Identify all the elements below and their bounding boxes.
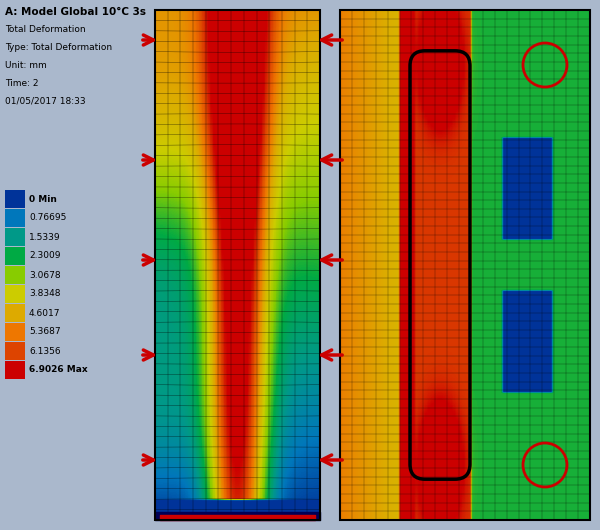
- Bar: [5, 304, 25, 322]
- Text: Type: Total Deformation: Type: Total Deformation: [5, 43, 112, 52]
- Text: Total Deformation: Total Deformation: [5, 25, 86, 34]
- Text: 5.3687: 5.3687: [29, 328, 61, 337]
- Text: Time: 2: Time: 2: [5, 79, 38, 88]
- Text: A: Model Global 10°C 3s: A: Model Global 10°C 3s: [5, 7, 146, 17]
- Bar: [5, 323, 25, 341]
- Bar: [5, 266, 25, 284]
- Bar: [5, 190, 25, 208]
- Text: 0.76695: 0.76695: [29, 214, 67, 223]
- Bar: [5, 209, 25, 227]
- Bar: [5, 361, 25, 379]
- Text: 1.5339: 1.5339: [29, 233, 61, 242]
- Text: 6.9026 Max: 6.9026 Max: [29, 366, 88, 375]
- Text: 3.8348: 3.8348: [29, 289, 61, 298]
- Bar: [5, 247, 25, 265]
- Text: 4.6017: 4.6017: [29, 308, 61, 317]
- Text: 3.0678: 3.0678: [29, 270, 61, 279]
- Bar: [5, 228, 25, 246]
- Text: 01/05/2017 18:33: 01/05/2017 18:33: [5, 97, 86, 106]
- Text: 6.1356: 6.1356: [29, 347, 61, 356]
- Bar: [5, 285, 25, 303]
- Bar: [5, 342, 25, 360]
- Text: Unit: mm: Unit: mm: [5, 61, 47, 70]
- Text: 0 Min: 0 Min: [29, 195, 57, 204]
- Bar: [155, 10, 320, 520]
- Bar: [340, 10, 590, 520]
- Text: 2.3009: 2.3009: [29, 252, 61, 261]
